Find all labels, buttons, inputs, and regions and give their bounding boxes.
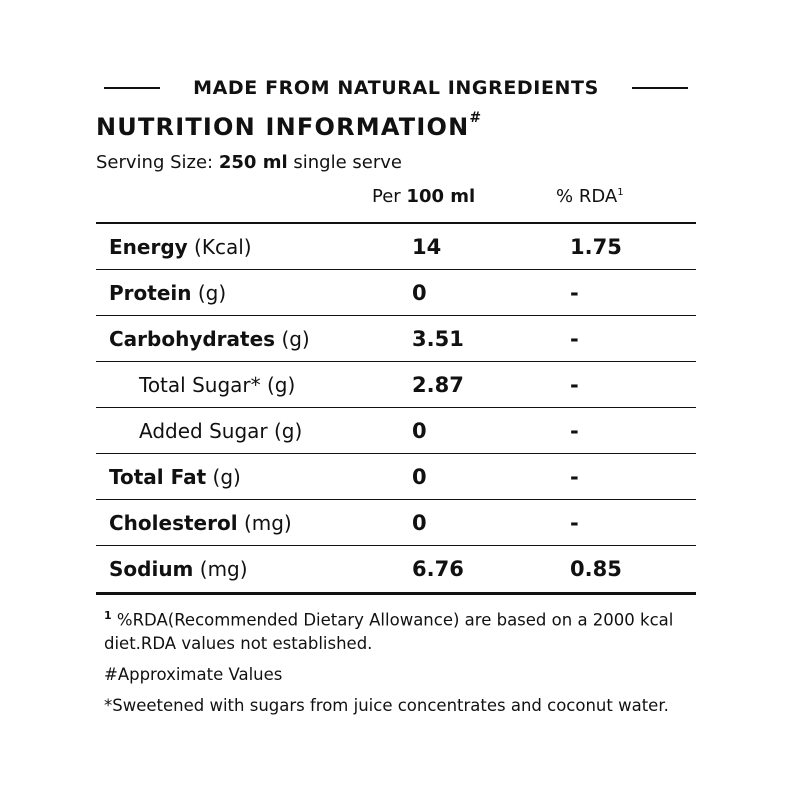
footnote-rda: 1 %RDA(Recommended Dietary Allowance) ar…: [104, 604, 704, 655]
row-rda: 0.85: [570, 557, 622, 581]
column-header-per-value: 100 ml: [406, 186, 476, 207]
row-label: Sodium (mg): [109, 557, 248, 581]
footnotes: 1 %RDA(Recommended Dietary Allowance) ar…: [104, 604, 704, 725]
column-header-rda: % RDA1: [556, 186, 624, 207]
banner-left-rule: [104, 87, 160, 89]
row-value: 6.76: [412, 557, 464, 581]
row-rda: -: [570, 372, 579, 397]
footnote-approx: #Approximate Values: [104, 664, 283, 684]
banner-text: MADE FROM NATURAL INGREDIENTS: [193, 77, 599, 99]
row-unit: (g): [212, 464, 241, 489]
table-row-carbohydrates: Carbohydrates (g) 3.51 -: [96, 316, 696, 362]
row-rda: -: [570, 464, 579, 489]
row-label: Total Fat (g): [109, 465, 241, 489]
row-label: Protein (g): [109, 281, 226, 305]
column-header-rda-text: % RDA: [556, 186, 618, 207]
row-value: 14: [412, 234, 442, 259]
row-rda: -: [570, 510, 579, 535]
row-name: Protein: [109, 280, 192, 305]
table-row-sodium: Sodium (mg) 6.76 0.85: [96, 546, 696, 592]
row-label: Total Sugar* (g): [139, 373, 295, 397]
row-label: Added Sugar (g): [139, 419, 302, 443]
row-unit: (mg): [199, 557, 248, 581]
row-label: Carbohydrates (g): [109, 327, 310, 351]
banner-right-rule: [632, 87, 688, 89]
serving-label: Serving Size:: [96, 152, 214, 173]
table-row-total-sugar: Total Sugar* (g) 2.87 -: [96, 362, 696, 408]
column-header-rda-mark: 1: [617, 187, 624, 198]
title-mark: #: [469, 110, 483, 126]
footnote-rda-text: %RDA(Recommended Dietary Allowance) are …: [104, 610, 674, 653]
row-value: 2.87: [412, 372, 464, 397]
row-name: Cholesterol: [109, 510, 238, 535]
row-name: Energy: [109, 234, 188, 259]
row-name: Total Sugar*: [139, 372, 261, 397]
row-rda: -: [570, 326, 579, 351]
row-unit: (g): [273, 418, 303, 443]
row-label: Energy (Kcal): [109, 235, 252, 259]
title-text: NUTRITION INFORMATION: [96, 113, 470, 141]
row-value: 0: [412, 464, 427, 489]
banner: MADE FROM NATURAL INGREDIENTS: [104, 74, 688, 102]
table-row-added-sugar: Added Sugar (g) 0 -: [96, 408, 696, 454]
row-value: 0: [412, 510, 427, 535]
row-name: Sodium: [109, 557, 194, 581]
row-value: 3.51: [412, 326, 464, 351]
row-label: Cholesterol (mg): [109, 511, 292, 535]
footnote-rda-mark: 1: [104, 609, 112, 622]
row-name: Carbohydrates: [109, 326, 276, 351]
nutrition-table: Energy (Kcal) 14 1.75 Protein (g) 0 - Ca…: [96, 222, 696, 595]
table-row-protein: Protein (g) 0 -: [96, 270, 696, 316]
serving-value: 250 ml: [218, 152, 288, 173]
table-row-total-fat: Total Fat (g) 0 -: [96, 454, 696, 500]
column-header-per-prefix: Per: [372, 186, 401, 207]
table-row-cholesterol: Cholesterol (mg) 0 -: [96, 500, 696, 546]
row-unit: (mg): [243, 510, 292, 535]
table-row-energy: Energy (Kcal) 14 1.75: [96, 224, 696, 270]
column-header-per: Per 100 ml: [372, 186, 475, 207]
row-name: Added Sugar: [139, 418, 268, 443]
footnote-sweetened: *Sweetened with sugars from juice concen…: [104, 695, 669, 715]
row-unit: (g): [281, 326, 310, 351]
row-unit: (Kcal): [194, 234, 252, 259]
row-rda: 1.75: [570, 234, 622, 259]
row-unit: (g): [197, 280, 227, 305]
row-unit: (g): [266, 372, 296, 397]
serving-size: Serving Size: 250 ml single serve: [96, 152, 402, 173]
row-rda: -: [570, 280, 579, 305]
row-name: Total Fat: [109, 464, 207, 489]
serving-suffix: single serve: [293, 152, 402, 173]
page-title: NUTRITION INFORMATION#: [96, 110, 483, 141]
row-value: 0: [412, 418, 427, 443]
row-value: 0: [412, 280, 427, 305]
row-rda: -: [570, 418, 579, 443]
